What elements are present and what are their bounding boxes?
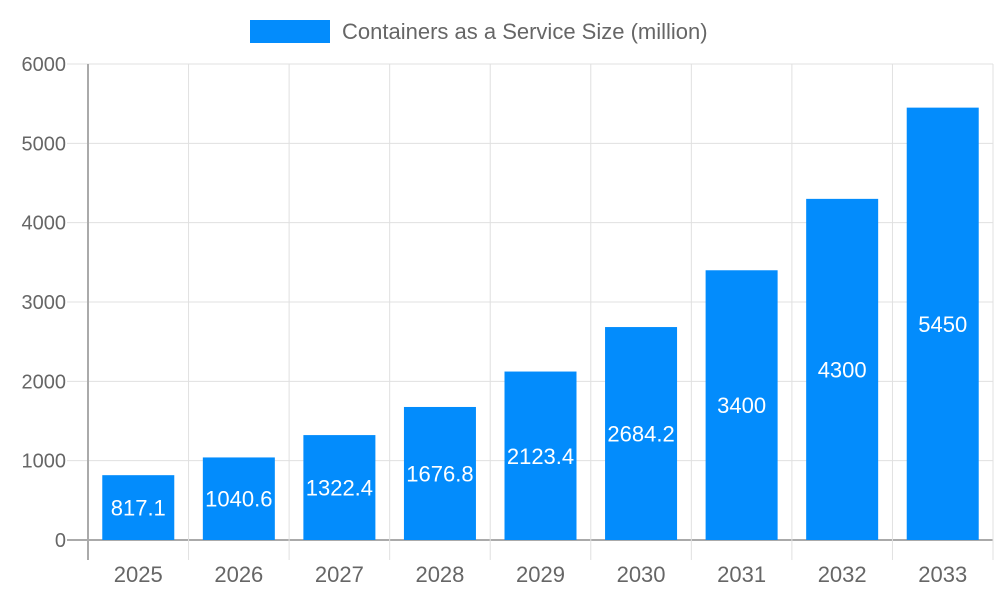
- x-tick-label: 2026: [214, 562, 263, 587]
- bar-2029[interactable]: [504, 371, 577, 540]
- bar-2027[interactable]: [303, 435, 376, 540]
- y-tick-label: 1000: [22, 451, 67, 473]
- bar-2026[interactable]: [202, 457, 275, 540]
- data-label: 3400: [717, 393, 766, 418]
- data-label: 2684.2: [607, 422, 674, 447]
- bar-2025[interactable]: [102, 475, 175, 540]
- data-label: 2123.4: [507, 444, 574, 469]
- x-tick-label: 2025: [114, 562, 163, 587]
- legend-swatch: [250, 20, 330, 43]
- data-label: 1322.4: [306, 476, 373, 501]
- x-tick-label: 2030: [617, 562, 666, 587]
- x-tick-label: 2031: [717, 562, 766, 587]
- x-tick-label: 2028: [415, 562, 464, 587]
- data-label: 1676.8: [406, 461, 473, 486]
- y-tick-label: 3000: [22, 292, 67, 314]
- data-label: 817.1: [111, 496, 166, 521]
- y-tick-label: 6000: [22, 54, 67, 76]
- y-tick-label: 2000: [22, 371, 67, 393]
- data-label: 1040.6: [205, 487, 272, 512]
- y-tick-label: 0: [55, 530, 66, 552]
- y-tick-label: 5000: [22, 133, 67, 155]
- legend[interactable]: Containers as a Service Size (million): [250, 19, 708, 44]
- data-label: 5450: [918, 312, 967, 337]
- bar-2033[interactable]: [906, 107, 979, 540]
- x-tick-label: 2033: [918, 562, 967, 587]
- bar-2032[interactable]: [806, 198, 879, 540]
- legend-label: Containers as a Service Size (million): [342, 19, 708, 44]
- data-label: 4300: [818, 357, 867, 382]
- bar-2031[interactable]: [705, 270, 778, 540]
- bar-2030[interactable]: [605, 327, 678, 540]
- x-tick-label: 2029: [516, 562, 565, 587]
- x-tick-label: 2032: [818, 562, 867, 587]
- bar-2028[interactable]: [403, 406, 476, 540]
- y-tick-label: 4000: [22, 213, 67, 235]
- x-tick-label: 2027: [315, 562, 364, 587]
